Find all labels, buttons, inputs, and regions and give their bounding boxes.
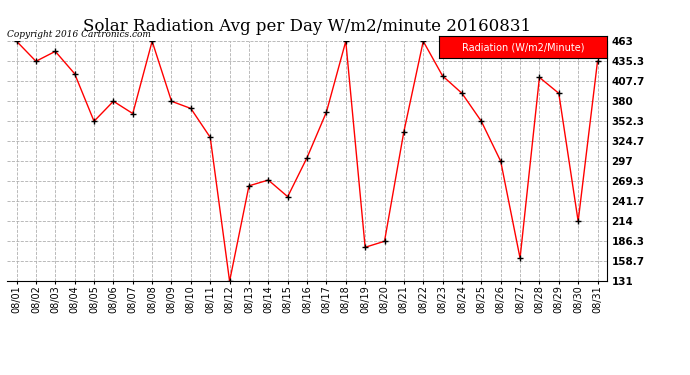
Text: Copyright 2016 Cartronics.com: Copyright 2016 Cartronics.com bbox=[7, 30, 151, 39]
Title: Solar Radiation Avg per Day W/m2/minute 20160831: Solar Radiation Avg per Day W/m2/minute … bbox=[83, 18, 531, 35]
